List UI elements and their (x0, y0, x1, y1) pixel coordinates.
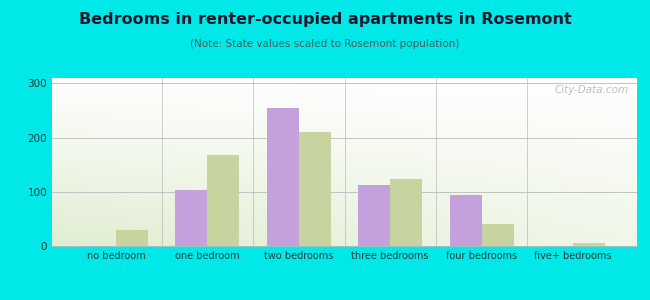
Text: (Note: State values scaled to Rosemont population): (Note: State values scaled to Rosemont p… (190, 39, 460, 49)
Bar (482, 224, 514, 246)
Bar (390, 179, 422, 246)
Bar (266, 108, 299, 246)
Bar (116, 230, 148, 246)
Bar (299, 132, 331, 246)
Bar (207, 155, 239, 246)
Bar (358, 185, 390, 246)
Legend: Rosemont, Fort Worth: Rosemont, Fort Worth (244, 297, 445, 300)
Text: Bedrooms in renter-occupied apartments in Rosemont: Bedrooms in renter-occupied apartments i… (79, 12, 571, 27)
Bar (573, 243, 605, 246)
Bar (176, 190, 207, 246)
Bar (450, 194, 482, 246)
Text: City-Data.com: City-Data.com (554, 85, 628, 95)
